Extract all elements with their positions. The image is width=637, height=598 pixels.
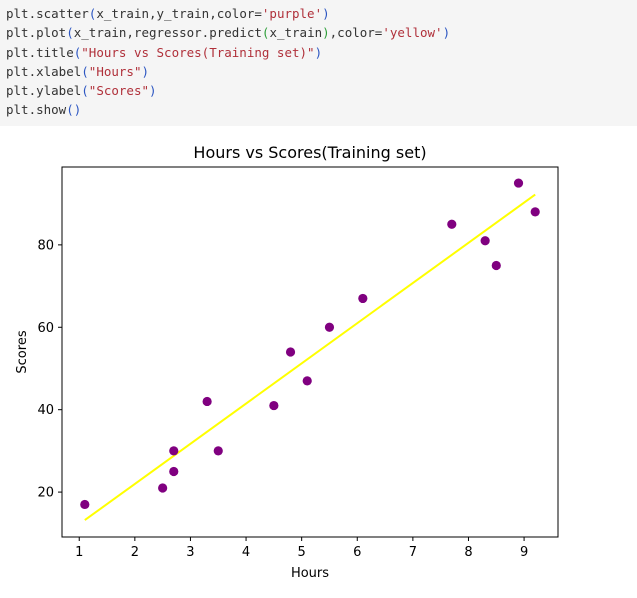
regression-line [84,193,536,521]
code-token: ( [73,44,82,60]
code-token: () [66,102,82,118]
code-token: ( [81,63,89,79]
y-tick-label: 60 [37,321,54,336]
x-tick-label: 9 [520,545,528,560]
scatter-point [269,400,279,411]
axes-frame [61,166,559,538]
x-tick-label: 1 [75,545,83,560]
code-token: plt.xlabel [6,63,82,79]
code-token: ( [66,25,74,41]
code-token: ( [88,6,97,21]
code-token: ,color= [329,25,383,41]
scatter-point [80,499,90,510]
code-token: ) [322,6,330,21]
code-token: x_train [269,25,323,41]
x-tick-label: 7 [409,545,417,560]
code-line: plt.scatter(x_train,y_train,color='purpl… [6,4,631,23]
code-line: plt.title("Hours vs Scores(Training set)… [6,43,631,62]
code-token: x_train,regressor.predict [73,25,262,41]
code-token: plt.ylabel [6,83,82,99]
scatter-point [169,466,179,477]
code-token: ) [141,63,150,79]
code-token: 'yellow' [382,25,443,41]
code-token: ) [314,44,323,60]
scatter-point [285,347,296,357]
y-tick-label: 20 [37,486,54,501]
code-token: x_train,y_train,color= [96,6,262,21]
regression-line-group [84,193,536,521]
scatter-point [213,446,223,456]
scatter-point [447,219,457,229]
code-line: plt.show() [6,100,631,119]
scatter-point [202,396,212,407]
code-line: plt.plot(x_train,regressor.predict(x_tra… [6,23,631,42]
y-tick-label: 40 [37,403,54,418]
x-tick-label: 6 [353,545,361,560]
code-lines: plt.scatter(x_train,y_train,color='purpl… [6,4,631,120]
code-token: ) [322,25,330,41]
code-cell[interactable]: plt.scatter(x_train,y_train,color='purpl… [0,0,637,126]
scatter-point [169,446,179,456]
code-token: "Hours" [88,63,142,79]
x-tick-label: 8 [464,545,472,560]
scatter-point [158,483,168,493]
scatter-point [513,178,524,188]
scatter-point [302,376,312,386]
scatter-point [480,236,490,246]
code-token: plt.plot [6,25,67,41]
code-token: ) [442,25,451,41]
scatter-points [80,178,540,510]
x-tick-label: 5 [298,545,306,560]
y-tick-label: 80 [37,238,54,253]
scatter-point [491,260,501,271]
code-token: plt.title [6,44,74,60]
x-tick-label: 2 [131,545,139,560]
y-axis-ticks: 20 40 60 80 [37,238,62,501]
chart-title: Hours vs Scores(Training set) [193,143,426,162]
code-token: plt.scatter [6,6,89,21]
code-token: plt.show [6,102,67,118]
code-line: plt.ylabel("Scores") [6,81,631,100]
code-token: "Scores" [88,83,150,99]
x-axis-ticks: 1 2 3 4 5 6 7 8 9 [75,537,528,560]
x-tick-label: 3 [186,545,194,560]
scatter-point [530,207,540,217]
code-token: ( [261,25,270,41]
code-token: 'purple' [261,6,323,21]
code-token: ( [81,83,89,99]
x-axis-label: Hours [291,566,329,581]
y-axis-label: Scores [15,330,30,373]
x-tick-label: 4 [242,545,250,560]
code-token: "Hours vs Scores(Training set)" [81,44,315,60]
code-line: plt.xlabel("Hours") [6,62,631,81]
scatter-point [324,322,335,332]
scatter-point [358,293,368,304]
code-token: ) [149,83,157,99]
